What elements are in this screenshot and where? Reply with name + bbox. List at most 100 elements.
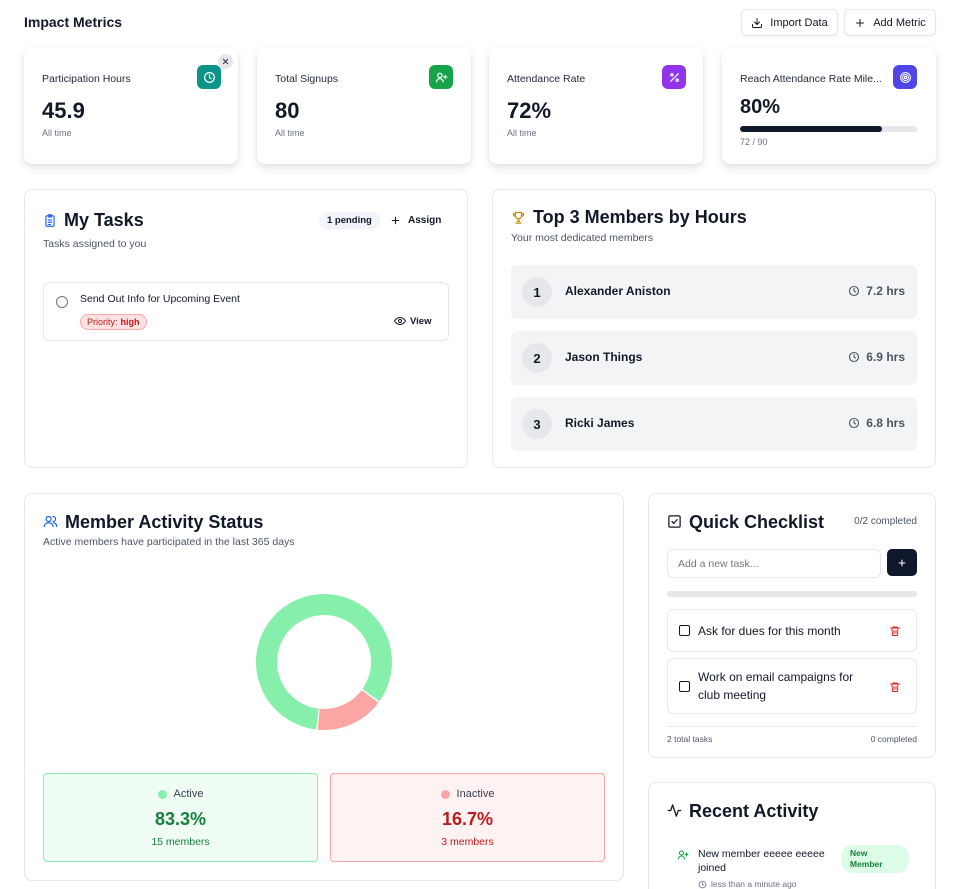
priority-value: high — [120, 317, 140, 327]
pending-badge: 1 pending — [319, 212, 380, 229]
remove-metric-icon[interactable] — [218, 54, 233, 69]
new-member-badge: New Member — [841, 845, 909, 873]
trash-icon[interactable] — [889, 681, 901, 693]
recent-activity-card: Recent Activity New member eeeee eeeee j… — [648, 782, 936, 889]
top-members-subtitle: Your most dedicated members — [511, 232, 654, 244]
milestone-progress-bar — [740, 126, 917, 132]
clock-icon — [197, 65, 221, 89]
add-task-button[interactable] — [887, 549, 917, 576]
clock-icon — [849, 285, 860, 297]
view-task-button[interactable]: View — [394, 315, 431, 327]
clock-icon — [849, 351, 860, 363]
trophy-icon — [512, 211, 525, 224]
checklist-progress-bar — [667, 591, 917, 597]
progress-text: 72 / 90 — [740, 137, 768, 147]
rank-badge: 2 — [522, 343, 552, 373]
metric-label: Attendance Rate — [507, 73, 586, 85]
completed-count: 0 completed — [870, 734, 917, 744]
hours-value: 7.2 hrs — [866, 284, 905, 298]
inactive-percent: 16.7% — [441, 809, 494, 829]
plus-icon — [856, 18, 865, 27]
member-hours: 7.2 hrs — [848, 284, 905, 298]
rank-badge: 1 — [522, 277, 552, 307]
active-percent: 83.3% — [154, 809, 207, 829]
member-activity-card: Member Activity Status Active members ha… — [24, 493, 624, 881]
checklist-item[interactable]: Work on email campaigns for club meeting — [667, 658, 917, 714]
plus-icon — [898, 559, 906, 566]
donut-slice-active[interactable] — [256, 594, 392, 730]
active-count: 15 members — [151, 836, 210, 848]
my-tasks-subtitle: Tasks assigned to you — [43, 238, 147, 250]
checkbox[interactable] — [679, 681, 690, 692]
checklist-item-text: Ask for dues for this month — [698, 624, 841, 638]
priority-label: Priority: — [87, 317, 118, 327]
metric-subtext: All time — [275, 128, 305, 138]
top-members-title: Top 3 Members by Hours — [533, 207, 747, 227]
inactive-label: Inactive — [456, 788, 495, 800]
member-hours: 6.8 hrs — [848, 416, 905, 430]
activity-item[interactable]: New member eeeee eeeee joined less than … — [667, 845, 917, 889]
metric-subtext: All time — [507, 128, 537, 138]
checklist-title: Quick Checklist — [689, 512, 825, 532]
member-name: Alexander Aniston — [565, 284, 671, 298]
metric-value: 72% — [507, 98, 552, 123]
import-data-label: Import Data — [770, 16, 828, 29]
hours-value: 6.8 hrs — [866, 416, 905, 430]
active-stat-box: Active 83.3% 15 members — [43, 773, 318, 862]
activity-title: Member Activity Status — [65, 512, 264, 532]
hours-value: 6.9 hrs — [866, 350, 905, 364]
checkbox[interactable] — [679, 625, 690, 636]
task-item[interactable]: Send Out Info for Upcoming Event Priorit… — [43, 282, 449, 341]
metric-label: Participation Hours — [42, 73, 131, 85]
metric-card-total-signups[interactable]: Total Signups 80 All time — [257, 48, 471, 164]
inactive-label-row: Inactive — [331, 788, 604, 800]
metric-card-attendance-rate[interactable]: Attendance Rate 72% All time — [489, 48, 703, 164]
metric-value: 80% — [740, 96, 781, 118]
activity-time: less than a minute ago — [698, 879, 797, 889]
user-plus-icon — [677, 850, 689, 860]
member-row[interactable]: 1 Alexander Aniston 7.2 hrs — [511, 265, 917, 319]
quick-checklist-card: Quick Checklist 0/2 completed Ask for du… — [648, 493, 936, 758]
activity-time-text: less than a minute ago — [711, 879, 797, 889]
new-task-input[interactable] — [667, 549, 881, 578]
plus-icon — [391, 216, 400, 224]
clipboard-icon — [45, 214, 55, 227]
active-label: Active — [173, 788, 204, 800]
users-icon — [43, 515, 58, 528]
metric-label: Total Signups — [275, 73, 339, 85]
assign-label: Assign — [408, 214, 442, 226]
recent-activity-title: Recent Activity — [689, 801, 819, 821]
metric-card-participation-hours[interactable]: Participation Hours 45.9 All time — [24, 48, 238, 164]
metric-label: Reach Attendance Rate Mile... — [740, 73, 882, 85]
inactive-count: 3 members — [441, 836, 494, 848]
checklist-item[interactable]: Ask for dues for this month — [667, 609, 917, 652]
inactive-dot — [440, 789, 450, 799]
member-row[interactable]: 3 Ricki James 6.8 hrs — [511, 397, 917, 451]
active-label-row: Active — [44, 788, 317, 800]
activity-donut-chart — [256, 594, 392, 730]
trash-icon[interactable] — [889, 625, 901, 637]
activity-subtitle: Active members have participated in the … — [43, 536, 295, 548]
target-icon — [893, 65, 917, 89]
member-hours: 6.9 hrs — [848, 350, 905, 364]
page-title: Impact Metrics — [24, 14, 123, 30]
task-status-circle[interactable] — [56, 296, 68, 308]
member-row[interactable]: 2 Jason Things 6.9 hrs — [511, 331, 917, 385]
my-tasks-card: My Tasks Tasks assigned to you 1 pending… — [24, 189, 468, 468]
import-data-button[interactable]: Import Data — [741, 9, 838, 36]
metric-subtext: All time — [42, 128, 72, 138]
eye-icon — [394, 316, 406, 326]
view-label: View — [410, 315, 432, 327]
inactive-stat-box: Inactive 16.7% 3 members — [330, 773, 605, 862]
donut-slice-inactive[interactable] — [317, 690, 379, 730]
top-members-card: Top 3 Members by Hours Your most dedicat… — [492, 189, 936, 468]
user-plus-icon — [429, 65, 453, 89]
metric-card-milestone[interactable]: Reach Attendance Rate Mile... 80% 72 / 9… — [722, 48, 936, 164]
task-title: Send Out Info for Upcoming Event — [80, 293, 240, 305]
add-metric-button[interactable]: Add Metric — [844, 9, 936, 36]
priority-badge: Priority: high — [80, 314, 147, 330]
activity-icon — [667, 804, 682, 817]
assign-button[interactable]: Assign — [390, 210, 441, 230]
checklist-item-text: Work on email campaigns for club meeting — [698, 670, 854, 702]
member-name: Ricki James — [565, 416, 635, 430]
